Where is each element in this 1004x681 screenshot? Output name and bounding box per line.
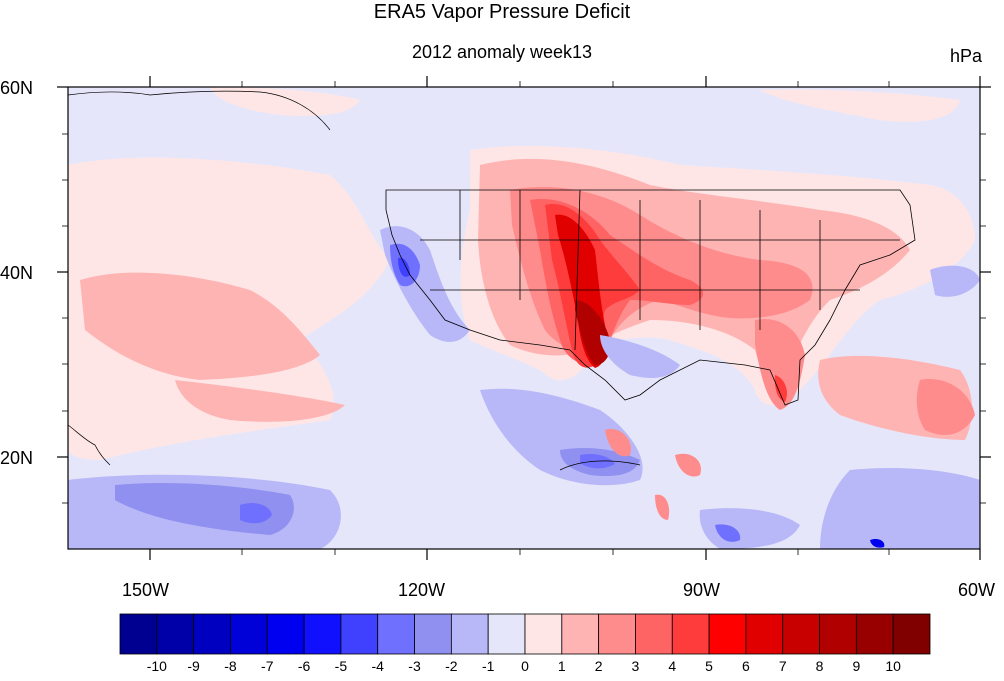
colorbar-tick-label: 3	[631, 658, 640, 674]
units-label: hPa	[949, 46, 982, 66]
colorbar-swatch	[156, 613, 195, 655]
colorbar-swatch	[745, 613, 784, 655]
colorbar-swatch	[450, 613, 489, 655]
colorbar-tick-label: -6	[297, 658, 311, 674]
colorbar-swatch	[230, 613, 268, 655]
colorbar-swatch	[414, 613, 452, 655]
colorbar-tick-label: 0	[521, 658, 529, 674]
colorbar-swatch	[819, 613, 857, 655]
colorbar-swatch	[266, 613, 305, 655]
axis-ticks	[57, 76, 991, 560]
colorbar-tick-label: -8	[224, 658, 237, 674]
colorbar-tick-label: -2	[445, 658, 458, 674]
colorbar-swatch	[303, 613, 342, 655]
colorbar-swatch	[782, 613, 820, 655]
colorbar-tick-label: -7	[261, 658, 274, 674]
colorbar-swatch	[193, 613, 231, 655]
colorbar-tick-label: -9	[187, 658, 200, 674]
colorbar-swatch	[524, 613, 563, 655]
coastline	[68, 90, 641, 471]
colorbar-tick-label: 9	[852, 658, 861, 674]
colorbar-tick-label: 1	[557, 658, 566, 674]
colorbar-tick-label: -3	[408, 658, 421, 674]
colorbar-tick-label: 2	[594, 658, 603, 674]
colorbar-tick-label: -4	[371, 658, 384, 674]
anomaly-field	[68, 87, 980, 549]
colorbar-tick-label: 8	[815, 658, 824, 674]
colorbar-swatch	[892, 613, 931, 655]
colorbar-tick-label: 10	[885, 658, 901, 674]
lat-label-60n: 60N	[0, 78, 34, 98]
map-subtitle: 2012 anomaly week13	[411, 42, 593, 62]
colorbar-tick-label: -5	[334, 658, 348, 674]
colorbar-tick-label: 7	[778, 658, 787, 674]
lat-label-40n: 40N	[0, 263, 34, 283]
colorbar-swatch	[561, 613, 600, 655]
country-outline	[385, 189, 916, 406]
colorbar-tick-label: 6	[742, 658, 750, 674]
colorbar-swatch	[671, 613, 710, 655]
lon-label-150w: 150W	[122, 580, 170, 600]
colorbar-tick-label: -1	[481, 658, 495, 674]
map-title: ERA5 Vapor Pressure Deficit	[373, 1, 631, 23]
colorbar	[119, 613, 931, 655]
colorbar-tick-label: -10	[146, 658, 167, 674]
lon-label-60w: 60W	[958, 580, 996, 600]
lon-label-90w: 90W	[683, 580, 721, 600]
colorbar-swatch	[708, 613, 747, 655]
colorbar-swatch	[598, 613, 636, 655]
colorbar-tick-label: 4	[668, 658, 677, 674]
colorbar-swatch	[487, 613, 526, 655]
colorbar-swatch	[377, 613, 415, 655]
colorbar-swatch	[855, 613, 894, 655]
lat-label-20n: 20N	[0, 448, 34, 468]
colorbar-swatch	[635, 613, 673, 655]
lon-label-120w: 120W	[398, 580, 446, 600]
colorbar-swatch	[119, 613, 158, 655]
colorbar-tick-label: 5	[705, 658, 713, 674]
colorbar-swatch	[340, 613, 379, 655]
